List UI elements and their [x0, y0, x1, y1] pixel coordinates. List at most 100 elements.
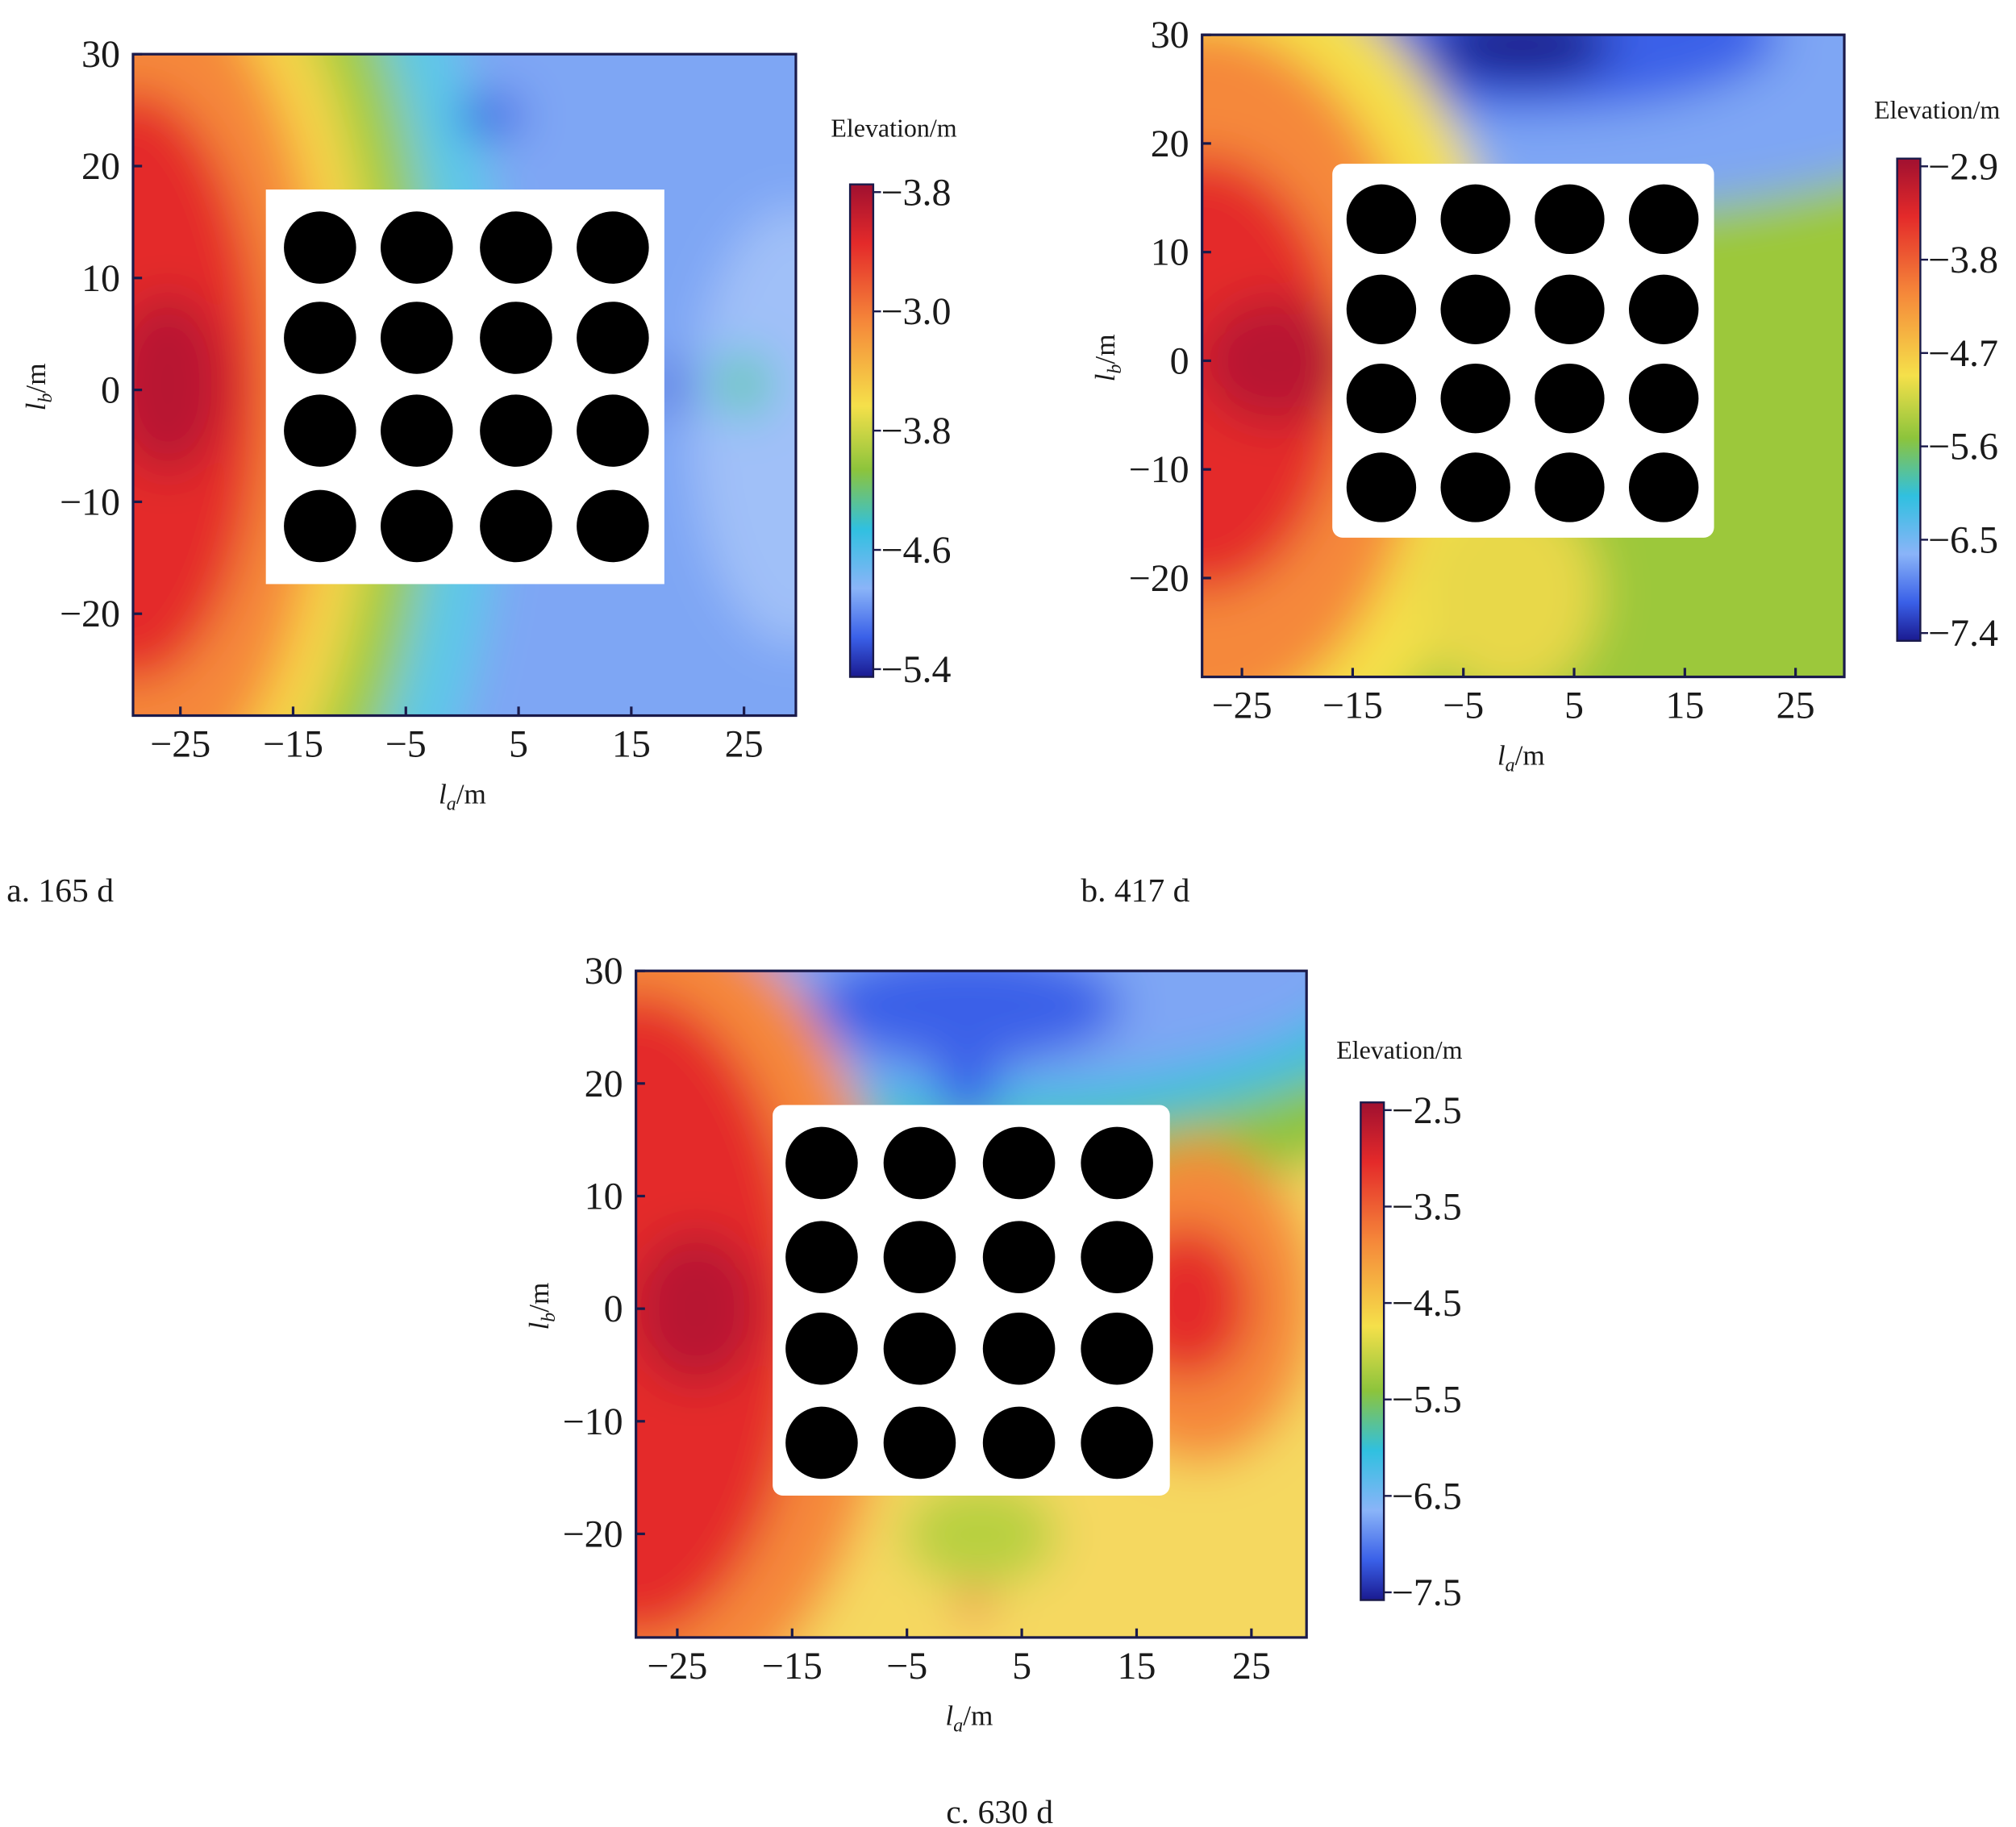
colorbar: [848, 183, 875, 678]
pile: [1628, 452, 1699, 522]
pile: [982, 1221, 1056, 1293]
pile: [1346, 363, 1417, 434]
pile-area: [1332, 164, 1714, 538]
x-tick-label: −15: [762, 1645, 823, 1688]
pile: [1081, 1221, 1153, 1293]
pile: [982, 1312, 1056, 1385]
pile: [982, 1126, 1056, 1200]
y-tick-label: 0: [101, 369, 120, 412]
pile: [982, 1406, 1056, 1479]
y-tick-label: 0: [1170, 339, 1189, 382]
pile: [1535, 184, 1605, 255]
axis-subscript: a: [447, 793, 456, 814]
pile: [480, 394, 552, 467]
axis-unit: /m: [963, 1700, 993, 1732]
axis-subscript: b: [1105, 364, 1126, 374]
x-tick-label: 15: [1665, 685, 1704, 727]
colorbar-title: Elevation/m: [1874, 96, 2000, 124]
axis-symbol: l: [1497, 739, 1506, 771]
pile: [284, 211, 356, 284]
x-axis-label: la/m: [1497, 739, 1545, 776]
axis-symbol: l: [20, 403, 52, 411]
colorbar-label: −4.7: [1928, 332, 1998, 375]
x-tick-label: 5: [1564, 685, 1584, 727]
pile: [1346, 452, 1417, 522]
pile: [381, 489, 453, 563]
pile: [577, 211, 649, 284]
axis-unit: /m: [1089, 334, 1121, 364]
x-tick-label: 5: [1012, 1645, 1031, 1688]
colorbar-label: −5.6: [1928, 426, 1998, 468]
colorbar: [1896, 157, 1922, 642]
panel: −25 −15 −5 5 15 253020100−10−20la/mlb/m−3.8−3…: [6, 33, 956, 909]
pile: [1081, 1406, 1153, 1479]
pile: [1081, 1312, 1153, 1385]
colorbar-label: −5.4: [881, 648, 951, 691]
colorbar-label: −3.8: [881, 410, 951, 452]
y-tick-label: 30: [81, 33, 120, 76]
field-region: [935, 1018, 1000, 1122]
x-tick-label: −25: [647, 1645, 707, 1688]
pile: [883, 1406, 956, 1479]
axis-unit: /m: [1515, 739, 1545, 771]
pile: [284, 394, 356, 467]
x-tick-label: −5: [385, 723, 427, 766]
axis-unit: /m: [523, 1283, 555, 1313]
x-axis-label: la/m: [945, 1700, 993, 1737]
pile: [1440, 363, 1510, 434]
panel: −25 −15 −5 5 15 253020100−10−20la/mlb/m−2.9−3…: [1081, 14, 2000, 909]
pile: [284, 302, 356, 374]
pile: [883, 1221, 956, 1293]
pile: [381, 302, 453, 374]
y-tick-label: −20: [563, 1513, 623, 1555]
pile: [883, 1312, 956, 1385]
colorbar-label: −3.8: [1928, 239, 1998, 281]
pile: [1628, 363, 1699, 434]
pile: [480, 489, 552, 563]
x-tick-label: 5: [509, 723, 528, 766]
pile: [577, 489, 649, 563]
y-tick-label: 30: [1151, 14, 1189, 56]
pile: [381, 211, 453, 284]
pile: [1440, 274, 1510, 344]
colorbar-label: −2.5: [1392, 1089, 1462, 1132]
caption: a. 165 d: [6, 872, 114, 909]
panel: −25 −15 −5 5 15 253020100−10−20la/mlb/m−2.5−3…: [523, 950, 1463, 1827]
axis-unit: /m: [456, 778, 486, 809]
axis-symbol: l: [439, 778, 447, 809]
pile: [1440, 184, 1510, 255]
pile: [284, 489, 356, 563]
colorbar-label: −6.5: [1392, 1475, 1462, 1517]
axis-subscript: b: [539, 1313, 560, 1322]
y-tick-label: −20: [60, 593, 120, 635]
field-region: [1431, 35, 1613, 84]
x-tick-label: −5: [1443, 685, 1484, 727]
axis-symbol: l: [1089, 374, 1121, 382]
y-tick-label: 20: [585, 1063, 623, 1105]
x-tick-label: −15: [263, 723, 323, 766]
pile: [1535, 363, 1605, 434]
x-tick-label: 25: [1776, 685, 1815, 727]
pile: [1628, 274, 1699, 344]
pile: [480, 211, 552, 284]
colorbar-label: −5.5: [1392, 1379, 1462, 1421]
pile-area: [773, 1105, 1170, 1496]
x-tick-label: −5: [886, 1645, 927, 1688]
axis-subscript: b: [35, 393, 56, 403]
pile: [785, 1406, 858, 1479]
colorbar-label: −6.5: [1928, 518, 1998, 561]
pile: [1628, 184, 1699, 255]
pile: [480, 302, 552, 374]
colorbar-label: −2.9: [1928, 145, 1998, 188]
pile: [1440, 452, 1510, 522]
field-region: [693, 206, 796, 645]
field-region: [723, 366, 760, 402]
x-tick-label: 25: [1232, 1645, 1271, 1688]
colorbar-label: −7.5: [1392, 1571, 1462, 1614]
y-tick-label: 10: [1151, 231, 1189, 274]
pile: [1346, 184, 1417, 255]
y-axis-label: lb/m: [1089, 334, 1126, 381]
pile: [785, 1221, 858, 1293]
